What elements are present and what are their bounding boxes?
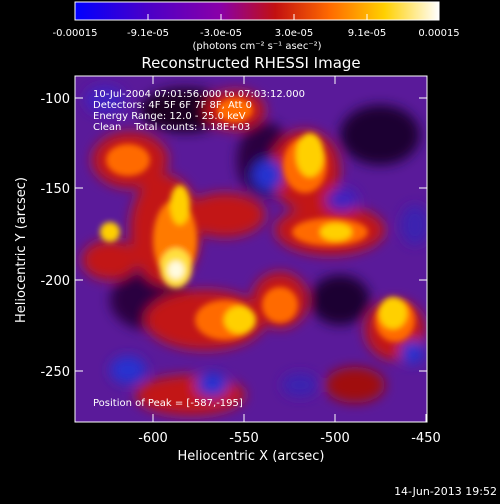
colorbar-tick-label: -0.00015 [53,28,98,39]
x-tick-label: -550 [229,431,259,446]
rhessi-image [75,76,427,422]
info-detectors: Detectors: 4F 5F 6F 7F 8F, Att 0 [93,100,252,111]
timestamp: 14-Jun-2013 19:52 [394,485,497,498]
colorbar-tick-label: -3.0e-05 [200,28,242,39]
colorbar-unit-label: (photons cm⁻² s⁻¹ asec⁻²) [192,41,321,52]
info-energy-range: Energy Range: 12.0 - 25.0 keV [93,111,246,122]
colorbar-ticks [74,14,440,20]
plot-frame [74,75,428,423]
axis-ticks [75,76,427,422]
colorbar-tick-label: -9.1e-05 [127,28,169,39]
y-axis-label: Heliocentric Y (arcsec) [14,177,29,323]
plot-title: Reconstructed RHESSI Image [141,54,360,72]
y-tick-label: -250 [40,365,70,380]
colorbar-tick-label: 3.0e-05 [275,28,313,39]
x-axis-label: Heliocentric X (arcsec) [178,449,325,464]
x-tick-label: -600 [138,431,168,446]
info-counts: Clean Total counts: 1.18E+03 [93,122,250,133]
x-tick-label: -450 [411,431,441,446]
colorbar: -0.00015 -9.1e-05 -3.0e-05 3.0e-05 9.1e-… [53,1,460,52]
colorbar-tick-label: 0.00015 [418,28,459,39]
info-time-range: 10-Jul-2004 07:01:56.000 to 07:03:12.000 [93,89,305,100]
x-tick-label: -500 [320,431,350,446]
y-tick-label: -200 [40,274,70,289]
y-tick-label: -100 [40,92,70,107]
colorbar-tick-label: 9.1e-05 [348,28,386,39]
y-tick-label: -150 [40,182,70,197]
observation-info: 10-Jul-2004 07:01:56.000 to 07:03:12.000… [93,89,305,133]
peak-position-label: Position of Peak = [-587,-195] [93,398,243,409]
colorbar-gradient [74,1,440,21]
